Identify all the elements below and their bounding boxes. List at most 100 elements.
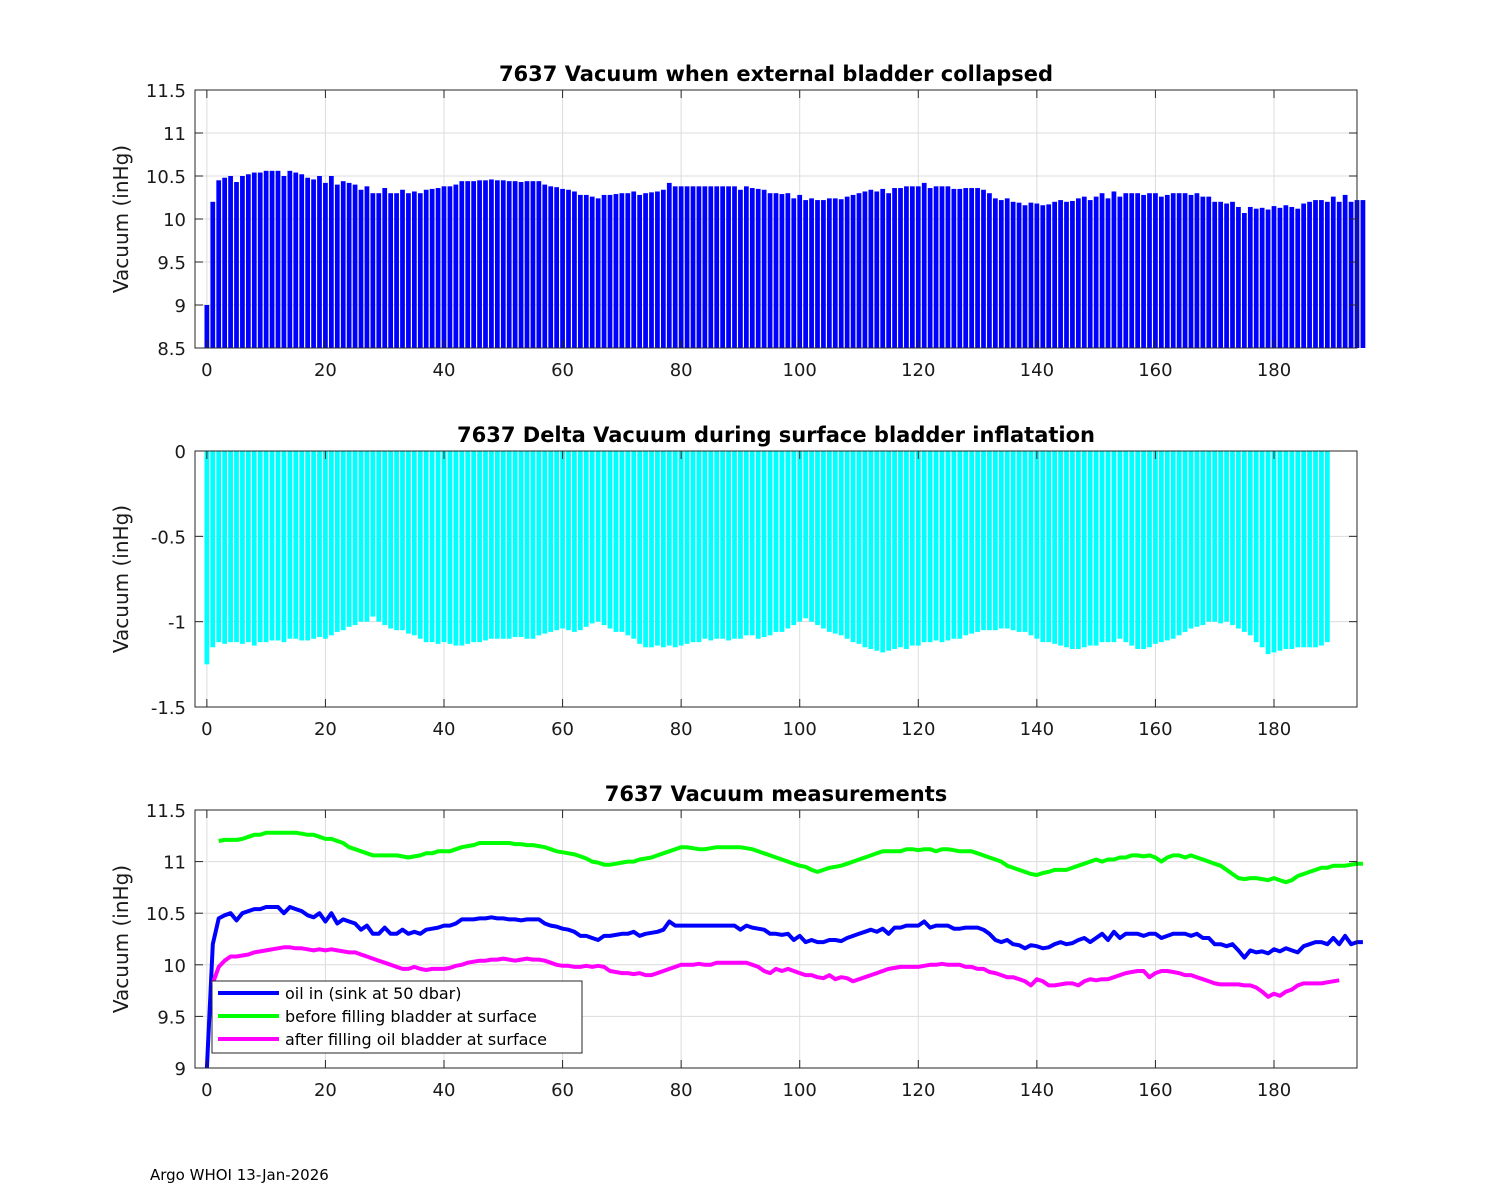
bar <box>832 451 838 634</box>
bar <box>334 184 340 348</box>
bar <box>702 186 708 348</box>
x-tick-label: 160 <box>1138 1080 1172 1101</box>
y-tick-label: 9 <box>175 296 186 317</box>
data-marks <box>204 170 1366 348</box>
bar <box>1324 451 1330 643</box>
x-tick-label: 100 <box>783 360 817 381</box>
bar <box>601 194 607 348</box>
bar <box>767 451 773 636</box>
bar <box>1016 202 1022 348</box>
chart-title: 7637 Vacuum measurements <box>605 782 948 806</box>
bar <box>1164 451 1170 641</box>
bar <box>447 451 453 644</box>
bar <box>738 189 743 348</box>
bar <box>210 201 216 348</box>
bar <box>1010 451 1016 631</box>
bar <box>1117 451 1123 639</box>
bar <box>927 451 933 643</box>
bar <box>761 451 767 638</box>
y-tick-label: 11.5 <box>146 81 186 102</box>
bar <box>975 451 980 632</box>
bar <box>803 451 809 619</box>
bar <box>643 193 648 348</box>
bar <box>1040 451 1046 643</box>
bar <box>791 198 797 348</box>
bar <box>240 176 245 348</box>
bar <box>720 186 726 348</box>
bar <box>1105 198 1111 348</box>
bar <box>204 451 210 665</box>
bar <box>1200 196 1206 348</box>
bar <box>832 198 838 348</box>
bar <box>542 184 548 348</box>
bar <box>1046 204 1052 348</box>
chart-title: 7637 Vacuum when external bladder collap… <box>499 62 1053 86</box>
bar <box>998 451 1004 629</box>
bar <box>785 451 791 629</box>
bar <box>933 186 939 348</box>
bar <box>352 451 358 626</box>
bar <box>738 451 743 639</box>
bar <box>1324 201 1330 348</box>
bar <box>1123 451 1129 643</box>
chart-vacuum-measurements: 0 20 40 60 80 100 120 140 160 180 9 9.5 10 10.5 11 11.5… <box>109 782 1363 1101</box>
x-tick-label: 80 <box>670 360 693 381</box>
bar <box>471 451 477 643</box>
axes-frame <box>194 450 1358 708</box>
x-tick-label: 180 <box>1257 360 1291 381</box>
data-marks <box>204 830 1363 1069</box>
bar <box>708 451 714 641</box>
x-tick-label: 40 <box>433 719 456 740</box>
bar <box>358 451 364 622</box>
bar <box>761 189 767 348</box>
bar <box>423 189 429 348</box>
bar <box>1200 451 1206 626</box>
bar <box>1058 451 1063 646</box>
bar <box>826 451 832 632</box>
x-tick-label: 160 <box>1138 719 1172 740</box>
bar <box>1176 451 1182 636</box>
bar <box>394 193 399 348</box>
legend: oil in (sink at 50 dbar) before filling b… <box>211 980 583 1054</box>
legend-label: after filling oil bladder at surface <box>285 1030 547 1049</box>
bar <box>850 194 856 348</box>
bar <box>1147 193 1152 348</box>
bar <box>459 451 465 646</box>
bar <box>1247 451 1253 636</box>
bar <box>400 189 405 348</box>
bar <box>275 170 281 348</box>
bar <box>257 172 263 348</box>
bar <box>1182 193 1188 348</box>
bar <box>583 451 589 627</box>
x-tick-label: 120 <box>901 719 935 740</box>
bar <box>767 193 773 348</box>
x-tick-label: 140 <box>1020 360 1054 381</box>
bar <box>1218 451 1224 624</box>
bar <box>489 451 494 639</box>
bar <box>874 451 880 651</box>
bar <box>542 451 548 634</box>
bar <box>1188 194 1194 348</box>
bar <box>483 451 488 641</box>
bar <box>1075 451 1081 649</box>
bar <box>577 194 583 348</box>
x-tick-label: 80 <box>670 719 693 740</box>
bar <box>1028 451 1034 636</box>
bar <box>981 189 986 348</box>
x-tick-label: 60 <box>551 1080 574 1101</box>
legend-label: before filling bladder at surface <box>285 1007 537 1026</box>
bar <box>435 451 441 644</box>
bar <box>560 451 565 629</box>
bar <box>637 194 643 348</box>
bar <box>732 451 737 639</box>
series-line-oil_in <box>204 905 1363 1069</box>
bar <box>672 451 678 648</box>
bar <box>1028 202 1034 348</box>
bar <box>826 198 832 348</box>
bar <box>1319 200 1324 348</box>
bar <box>1348 201 1354 348</box>
bar <box>530 451 536 639</box>
bar <box>1070 451 1075 649</box>
x-tick-label: 80 <box>670 1080 693 1101</box>
bar <box>797 451 803 622</box>
